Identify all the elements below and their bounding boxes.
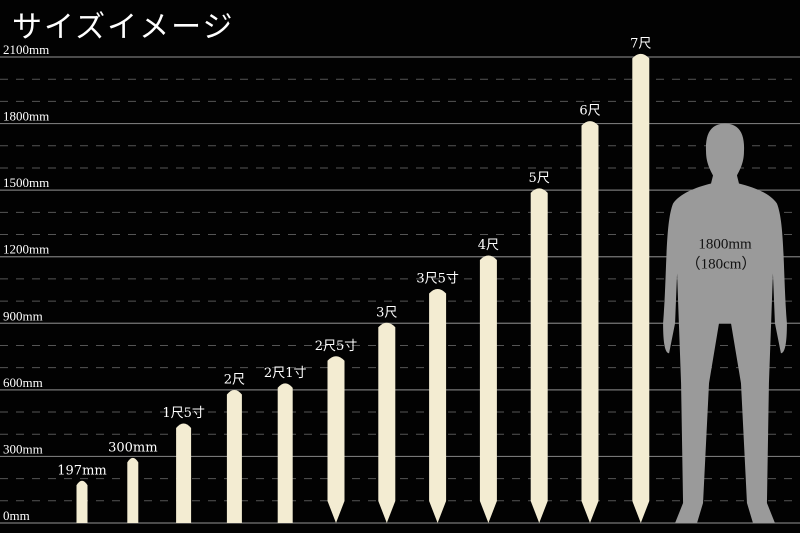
bar [327,356,345,523]
bar-label: 7尺 [630,36,651,51]
y-tick-label: 300mm [3,441,43,456]
bar [530,188,548,524]
bar [479,255,497,523]
bar-label: 300mm [108,440,157,455]
bar-label: 2尺5寸 [315,339,358,354]
y-tick-label: 1800mm [3,109,49,124]
bar-label: 3尺 [376,305,397,320]
person-silhouette [663,123,787,524]
chart-title: サイズイメージ [12,10,235,45]
person-height-label: 1800mm [698,237,752,253]
y-tick-label: 600mm [3,375,43,390]
bar [176,423,192,523]
person-shape [663,123,787,524]
bar-label: 6尺 [579,104,600,119]
y-tick-label: 2100mm [3,42,49,57]
y-tick-label: 1500mm [3,175,49,190]
bar-label: 3尺5寸 [416,272,459,287]
bar-label: 197mm [57,463,106,478]
y-tick-label: 1200mm [3,242,49,257]
y-tick-label: 0mm [3,508,30,523]
bar [378,322,396,523]
bar [76,480,88,523]
person-height-sublabel: （180cm） [686,256,757,273]
bar-label: 2尺1寸 [264,366,307,381]
bar-label: 5尺 [529,171,550,186]
bar [632,53,650,524]
bar-label: 2尺 [224,373,245,388]
bar [226,390,242,523]
bar [127,457,139,523]
bar-label: 4尺 [478,238,499,253]
bar-label: 1尺5寸 [162,406,205,421]
y-tick-label: 900mm [3,308,43,323]
bar [277,383,293,523]
bar [581,121,599,523]
bar [429,289,447,523]
